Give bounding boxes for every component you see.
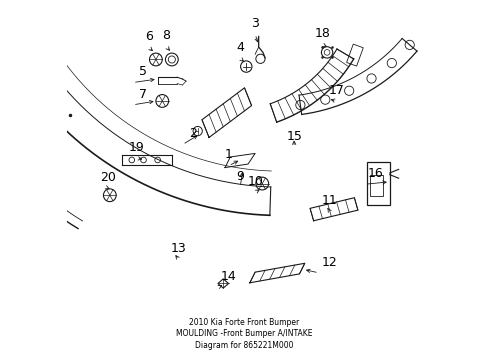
Bar — [369, 175, 382, 196]
Text: 9: 9 — [236, 170, 244, 183]
Polygon shape — [249, 263, 304, 283]
Text: 18: 18 — [314, 27, 330, 40]
Text: 1: 1 — [224, 148, 232, 161]
Text: 2010 Kia Forte Front Bumper
MOULDING -Front Bumper A/INTAKE
Diagram for 865221M0: 2010 Kia Forte Front Bumper MOULDING -Fr… — [176, 318, 312, 350]
Text: 5: 5 — [139, 65, 147, 78]
Text: 12: 12 — [321, 256, 337, 269]
Text: 3: 3 — [251, 17, 259, 30]
Text: 10: 10 — [247, 175, 263, 188]
Text: 17: 17 — [328, 84, 344, 97]
Text: 19: 19 — [128, 141, 144, 154]
Text: 13: 13 — [171, 243, 186, 256]
Text: 20: 20 — [100, 171, 116, 184]
Text: 4: 4 — [236, 41, 244, 54]
Bar — [346, 44, 363, 66]
Text: 2: 2 — [189, 127, 197, 140]
Text: 11: 11 — [321, 194, 337, 207]
Text: 14: 14 — [220, 270, 236, 283]
Text: 15: 15 — [285, 130, 302, 143]
Polygon shape — [309, 198, 357, 221]
Text: 6: 6 — [144, 30, 152, 43]
Text: 16: 16 — [367, 167, 383, 180]
Bar — [366, 162, 389, 205]
Text: 7: 7 — [139, 87, 147, 100]
Text: 8: 8 — [162, 30, 170, 42]
